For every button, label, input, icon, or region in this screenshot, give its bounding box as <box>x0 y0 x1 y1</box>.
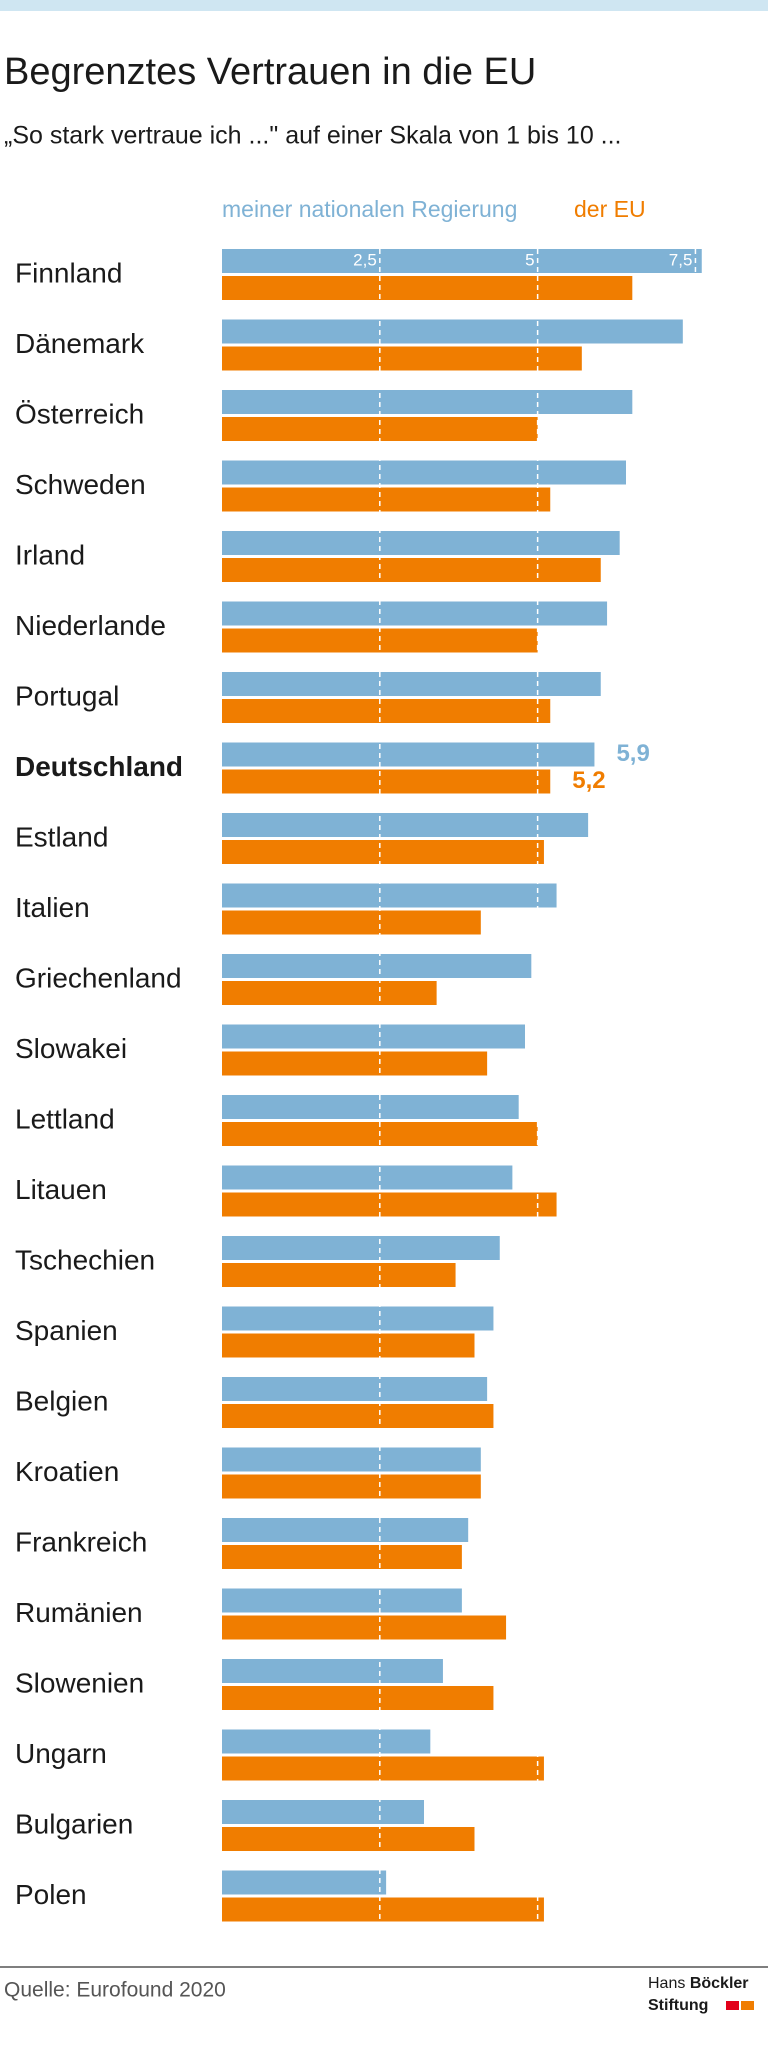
bar <box>222 742 595 767</box>
logo-mark <box>741 2001 754 2010</box>
bar <box>222 601 608 626</box>
x-tick-label: 5 <box>525 250 534 269</box>
bar <box>222 1897 544 1922</box>
bar <box>222 1192 557 1217</box>
category-label: Belgien <box>15 1385 108 1416</box>
bar <box>222 813 589 837</box>
bar <box>222 1659 443 1683</box>
bar <box>222 1870 387 1895</box>
bar <box>222 672 601 696</box>
bar <box>222 1518 469 1542</box>
logo-first: Hans <box>648 1975 685 1992</box>
category-label: Deutschland <box>15 751 183 782</box>
category-label: Spanien <box>15 1315 118 1346</box>
bar <box>222 883 557 908</box>
category-label: Slowenien <box>15 1667 144 1698</box>
category-label: Finnland <box>15 257 122 288</box>
legend-label: der EU <box>574 196 646 222</box>
legend-label: meiner nationalen Regierung <box>222 196 517 222</box>
category-label: Portugal <box>15 680 119 711</box>
bar <box>222 1024 525 1049</box>
category-label: Irland <box>15 539 85 570</box>
category-label: Estland <box>15 821 108 852</box>
bar <box>222 558 601 582</box>
bar <box>222 1615 507 1640</box>
bar <box>222 1333 475 1358</box>
category-label: Dänemark <box>15 328 145 359</box>
category-label: Griechenland <box>15 962 182 993</box>
bar <box>222 1447 481 1472</box>
top-band <box>0 0 768 11</box>
bar <box>222 487 551 512</box>
category-label: Rumänien <box>15 1597 143 1628</box>
bar <box>222 460 626 485</box>
category-label: Niederlande <box>15 610 166 641</box>
category-label: Frankreich <box>15 1526 147 1557</box>
bar <box>222 769 551 794</box>
bar <box>222 910 481 935</box>
category-label: Schweden <box>15 469 146 500</box>
logo-mark <box>726 2001 739 2010</box>
bar <box>222 1165 513 1190</box>
value-label: 5,2 <box>572 767 605 794</box>
category-label: Italien <box>15 892 90 923</box>
category-label: Bulgarien <box>15 1808 133 1839</box>
logo-text: Hans Böckler <box>648 1975 749 1992</box>
bar <box>222 840 544 864</box>
category-label: Slowakei <box>15 1033 127 1064</box>
bar <box>222 1756 544 1781</box>
bar <box>222 1236 500 1260</box>
category-label: Polen <box>15 1879 87 1910</box>
bar <box>222 1377 488 1401</box>
source: Quelle: Eurofound 2020 <box>4 1979 226 2002</box>
bar <box>222 1474 481 1499</box>
bar <box>222 1306 494 1331</box>
category-label: Kroatien <box>15 1456 119 1487</box>
x-tick-label: 2,5 <box>353 250 377 269</box>
bar <box>222 390 633 414</box>
value-label: 5,9 <box>616 740 649 767</box>
category-label: Lettland <box>15 1103 115 1134</box>
bar <box>222 1827 475 1851</box>
bar <box>222 346 582 371</box>
bar <box>222 1545 462 1569</box>
logo-second: Böckler <box>690 1975 749 1992</box>
bar <box>222 249 702 273</box>
category-label: Österreich <box>15 398 144 429</box>
bar <box>222 276 633 300</box>
bar <box>222 1686 494 1710</box>
bar <box>222 1800 424 1824</box>
bar <box>222 1404 494 1428</box>
bar <box>222 319 683 344</box>
bar <box>222 1729 431 1754</box>
category-label: Ungarn <box>15 1738 107 1769</box>
bar <box>222 1263 456 1287</box>
chart-title: Begrenztes Vertrauen in die EU <box>4 51 536 93</box>
bar <box>222 954 532 978</box>
bar <box>222 531 620 555</box>
x-tick-label: 7,5 <box>669 250 693 269</box>
bar <box>222 981 437 1005</box>
bar <box>222 1095 519 1119</box>
category-label: Litauen <box>15 1174 107 1205</box>
bar <box>222 1588 462 1613</box>
chart-subtitle: „So stark vertraue ich ..." auf einer Sk… <box>4 122 622 150</box>
category-label: Tschechien <box>15 1244 155 1275</box>
bar <box>222 1051 488 1076</box>
bar <box>222 699 551 723</box>
logo-third: Stiftung <box>648 1997 708 2014</box>
